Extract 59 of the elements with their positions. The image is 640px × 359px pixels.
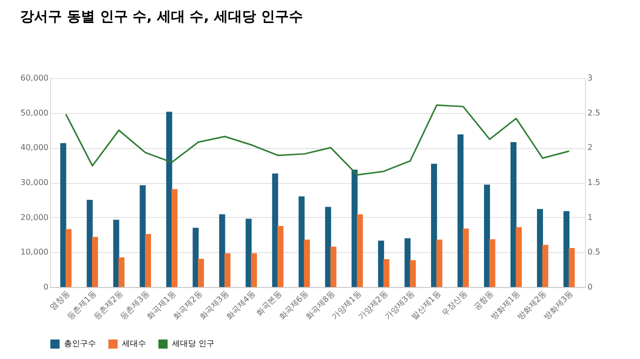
bar — [250, 253, 257, 287]
bar — [536, 208, 543, 287]
bar — [383, 259, 390, 287]
bar — [510, 142, 516, 287]
bar — [404, 238, 411, 287]
y-tick-label: 60,000 — [20, 74, 48, 82]
bar — [431, 164, 438, 287]
bar — [304, 240, 310, 287]
bar — [330, 246, 336, 287]
bar — [378, 240, 384, 287]
line-series — [65, 104, 570, 176]
bar — [325, 206, 332, 287]
bar — [484, 184, 490, 287]
bar — [436, 240, 442, 287]
bar — [352, 170, 358, 287]
bar — [410, 260, 416, 287]
bar — [462, 228, 469, 287]
bar — [166, 112, 172, 287]
bar — [140, 185, 146, 287]
y2-tick-label: 2.5 — [588, 108, 600, 118]
bar — [568, 248, 575, 287]
y2-tick-label: 3 — [588, 74, 593, 82]
y-tick-label: 0 — [43, 282, 48, 292]
bar — [246, 218, 252, 287]
y2-tick-label: 2 — [588, 143, 593, 152]
y-tick-label: 10,000 — [20, 248, 48, 257]
y2-tick-label: 1.5 — [588, 178, 600, 187]
bar — [219, 214, 226, 287]
bar — [224, 253, 230, 287]
bar — [516, 227, 522, 287]
y-tick-label: 20,000 — [20, 212, 48, 222]
bar — [192, 228, 199, 287]
bar — [542, 244, 548, 287]
legend-label: 총인구수 — [64, 339, 96, 348]
y-tick-label: 40,000 — [20, 143, 48, 152]
bar — [60, 143, 66, 287]
bar — [171, 189, 178, 287]
chart-title: 강서구 동별 인구 수, 세대 수, 세대당 인구수 — [20, 9, 303, 25]
y2-tick-label: 0 — [588, 282, 593, 292]
bar — [86, 200, 93, 287]
bar — [563, 211, 570, 287]
bar — [458, 134, 464, 287]
bar — [92, 236, 98, 287]
bar — [118, 257, 125, 287]
bar — [298, 196, 305, 287]
y-tick-label: 30,000 — [20, 178, 48, 187]
bar — [66, 229, 72, 287]
y2-tick-label: 1 — [588, 212, 593, 222]
y2-tick-label: 0.5 — [588, 248, 600, 257]
bar — [144, 234, 151, 287]
bar — [277, 226, 284, 287]
legend-label: 세대수 — [122, 339, 146, 348]
bar — [113, 220, 120, 287]
y-tick-label: 50,000 — [20, 108, 48, 118]
legend-label: 세대당 인구 — [172, 339, 215, 348]
bar — [198, 258, 204, 287]
bar — [272, 173, 278, 287]
bar — [489, 239, 496, 287]
bar — [356, 214, 363, 287]
